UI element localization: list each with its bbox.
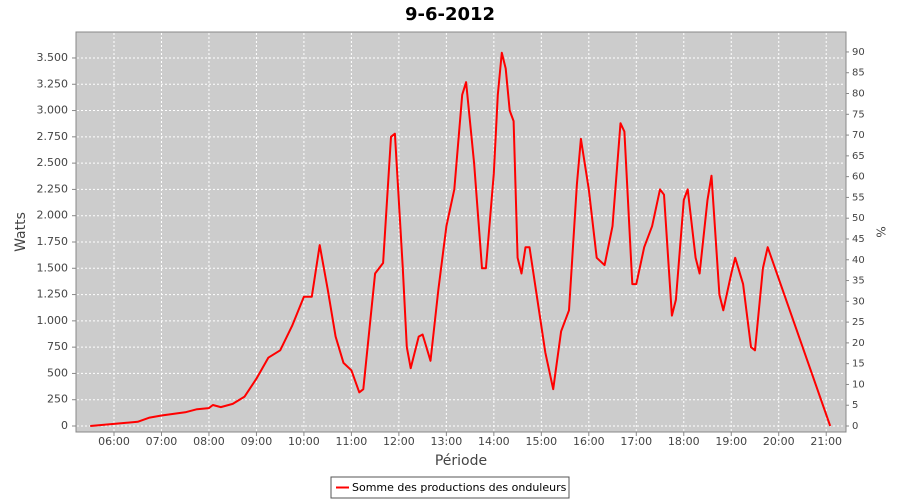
x-tick-label: 19:00: [715, 435, 747, 448]
y-tick-label: 2.250: [37, 182, 69, 195]
x-tick-label: 20:00: [763, 435, 795, 448]
y2-axis-label: %: [874, 226, 888, 237]
y-tick-label: 750: [47, 340, 68, 353]
x-tick-label: 13:00: [431, 435, 463, 448]
x-tick-label: 14:00: [478, 435, 510, 448]
y2-tick-label: 20: [852, 338, 865, 349]
y-tick-label: 3.000: [37, 104, 69, 117]
y-tick-label: 1.500: [37, 261, 69, 274]
data-line: [90, 51, 832, 427]
y2-tick-label: 15: [852, 359, 865, 370]
x-tick-label: 11:00: [336, 435, 368, 448]
x-tick-label: 21:00: [810, 435, 842, 448]
y2-tick-label: 80: [852, 89, 865, 100]
y2-tick-label: 75: [852, 109, 865, 120]
y2-tick-label: 45: [852, 234, 865, 245]
y2-tick-label: 0: [852, 421, 858, 432]
y2-tick-label: 65: [852, 151, 865, 162]
x-tick-label: 07:00: [146, 435, 178, 448]
y-tick-label: 1.750: [37, 235, 69, 248]
y2-tick-label: 70: [852, 130, 865, 141]
x-tick-label: 15:00: [525, 435, 557, 448]
y2-tick-label: 35: [852, 276, 865, 287]
y-tick-label: 250: [47, 393, 68, 406]
legend-box: [330, 476, 570, 499]
x-tick-label: 09:00: [241, 435, 273, 448]
x-tick-label: 16:00: [573, 435, 605, 448]
y2-tick-label: 5: [852, 400, 858, 411]
y2-tick-label: 55: [852, 192, 865, 203]
y-tick-label: 3.500: [37, 51, 69, 64]
plot-area: [75, 31, 847, 433]
y2-tick-label: 60: [852, 172, 865, 183]
y2-tick-label: 10: [852, 379, 865, 390]
x-tick-label: 12:00: [383, 435, 415, 448]
x-tick-label: 17:00: [620, 435, 652, 448]
y-tick-label: 0: [61, 419, 68, 432]
y2-tick-label: 30: [852, 296, 865, 307]
y-tick-label: 1.250: [37, 288, 69, 301]
x-tick-label: 10:00: [288, 435, 320, 448]
y2-tick-label: 90: [852, 47, 865, 58]
y-tick-label: 500: [47, 366, 68, 379]
y-tick-label: 1.000: [37, 314, 69, 327]
y2-tick-label: 25: [852, 317, 865, 328]
y-tick-label: 2.750: [37, 130, 69, 143]
y-tick-label: 2.000: [37, 209, 69, 222]
legend-label: Somme des productions des onduleurs: [352, 481, 567, 494]
y2-tick-label: 40: [852, 255, 865, 266]
y-tick-label: 2.500: [37, 156, 69, 169]
x-tick-label: 08:00: [193, 435, 225, 448]
y2-tick-label: 50: [852, 213, 865, 224]
y-tick-label: 3.250: [37, 77, 69, 90]
y-axis-label: Watts: [13, 212, 29, 252]
y2-tick-label: 85: [852, 68, 865, 79]
x-tick-label: 06:00: [98, 435, 130, 448]
x-tick-label: 18:00: [668, 435, 700, 448]
chart-title: 9-6-2012: [405, 4, 495, 25]
x-axis-label: Période: [435, 453, 487, 469]
